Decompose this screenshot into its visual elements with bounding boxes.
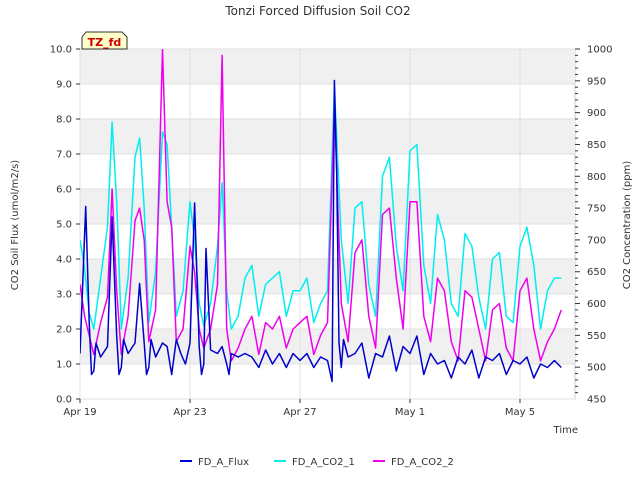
axes: 0.0 1.0 2.0 3.0 4.0 5.0 6.0 7.0 8.0 9.0 10.0 450 500… — [50, 45, 613, 419]
y-right-tick-label: 700 — [587, 235, 606, 246]
x-tick-label: May 5 — [505, 407, 535, 418]
x-tick-label: Apr 23 — [173, 407, 206, 418]
x-axis-label: Time — [553, 425, 578, 436]
y-right-tick-label: 750 — [587, 204, 606, 215]
legend-label: FD_A_Flux — [198, 457, 249, 468]
y-right-tick-label: 450 — [587, 395, 606, 406]
site-badge-box — [81, 31, 128, 50]
site-badge: TZ_fd — [81, 31, 128, 50]
y-left-tick-label: 10.0 — [50, 45, 72, 56]
y-left-tick-label: 4.0 — [56, 255, 72, 266]
y-left-tick-label: 0.0 — [56, 395, 72, 406]
y-left-tick-label: 1.0 — [56, 360, 72, 371]
y-left-tick-label: 7.0 — [56, 150, 72, 161]
y-left-tick-label: 2.0 — [56, 325, 72, 336]
y-right-tick-label: 950 — [587, 76, 606, 87]
y-left-tick-label: 8.0 — [56, 115, 72, 126]
x-tick-label: Apr 27 — [283, 407, 316, 418]
y-right-tick-label: 800 — [587, 172, 606, 183]
legend: FD_A_Flux FD_A_CO2_1 FD_A_CO2_2 — [180, 457, 454, 468]
background-band — [80, 329, 575, 364]
series-line-fd-a-co2-2 — [80, 49, 563, 362]
background-band — [80, 49, 575, 84]
series-layer — [80, 49, 563, 383]
y-right-tick-label: 550 — [587, 331, 606, 342]
y-left-tick-label: 5.0 — [56, 220, 72, 231]
y-right-tick-label: 900 — [587, 108, 606, 119]
series-line-fd-a-flux — [80, 79, 562, 383]
x-tick-label: May 1 — [395, 407, 425, 418]
y-right-tick-label: 850 — [587, 140, 606, 151]
y-right-tick-label: 650 — [587, 267, 606, 278]
legend-label: FD_A_CO2_1 — [292, 457, 355, 468]
background-band — [80, 189, 575, 224]
y-right-tick-label: 1000 — [587, 45, 612, 56]
series-line-fd-a-co2-1 — [80, 86, 562, 330]
y-left-tick-label: 6.0 — [56, 185, 72, 196]
y-right-tick-label: 500 — [587, 363, 606, 374]
x-tick-label: Apr 19 — [63, 407, 96, 418]
site-badge-label: TZ_fd — [88, 36, 122, 49]
background-band — [80, 119, 575, 154]
chart-title: Tonzi Forced Diffusion Soil CO2 — [224, 4, 410, 18]
y-left-tick-label: 3.0 — [56, 290, 72, 301]
y-axis-right-label: CO2 Concentration (ppm) — [622, 161, 633, 290]
grid-lines — [79, 48, 575, 400]
y-right-tick-label: 600 — [587, 299, 606, 310]
legend-label: FD_A_CO2_2 — [391, 457, 454, 468]
y-axis-left-label: CO2 Soil Flux (umol/m2/s) — [10, 160, 21, 290]
y-left-tick-label: 9.0 — [56, 80, 72, 91]
